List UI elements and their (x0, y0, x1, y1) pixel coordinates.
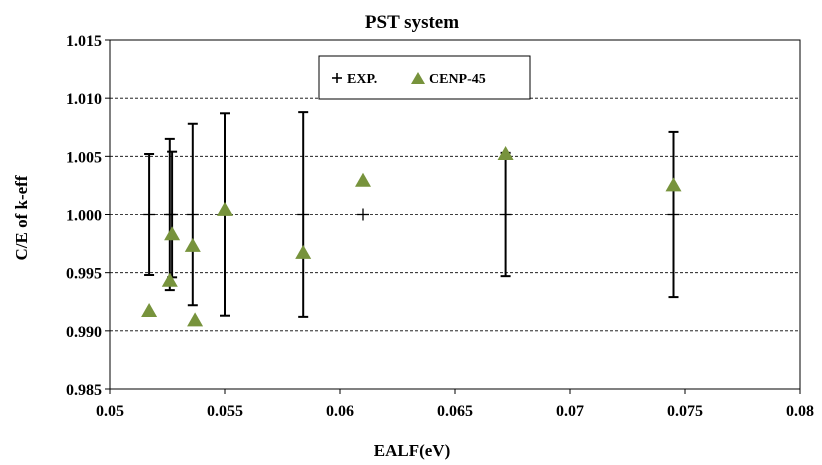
y-tick-label: 1.005 (66, 149, 102, 166)
chart-title: PST system (365, 12, 459, 33)
y-tick-labels: 0.985 0.990 0.995 1.000 1.005 1.010 1.015 (66, 33, 110, 399)
exp-point (499, 151, 512, 278)
y-tick-label: 1.010 (66, 91, 102, 108)
cenp-point (164, 226, 181, 241)
exp-point (357, 208, 369, 221)
cenp-point (355, 172, 371, 187)
cenp-point (295, 244, 312, 259)
exp-point (166, 150, 179, 279)
x-axis-title: EALF(eV) (374, 441, 450, 460)
x-tick-labels: 0.05 0.055 0.06 0.065 0.07 0.075 0.08 (96, 389, 814, 420)
y-tick-label: 1.000 (66, 208, 102, 225)
legend: EXP. CENP-45 (318, 55, 531, 100)
cenp-point (497, 146, 514, 161)
cenp-point (217, 201, 233, 216)
y-tick-label: 0.990 (66, 324, 102, 341)
cenp-point (184, 237, 201, 252)
exp-point (667, 130, 680, 299)
cenp-point (187, 312, 204, 327)
legend-cenp-label: CENP-45 (429, 72, 486, 87)
y-axis-title: C/E of k-eff (12, 175, 31, 260)
cenp-series (141, 146, 682, 327)
x-tick-label: 0.055 (207, 403, 243, 420)
x-tick-label: 0.075 (667, 403, 703, 420)
legend-cenp-marker (411, 72, 425, 84)
legend-exp-label: EXP. (347, 72, 377, 87)
x-tick-label: 0.06 (326, 403, 354, 420)
x-tick-label: 0.08 (786, 403, 814, 420)
cenp-point (665, 177, 682, 192)
y-tick-label: 0.985 (66, 382, 102, 399)
exp-point (143, 153, 156, 276)
x-tick-label: 0.07 (556, 403, 584, 420)
cenp-point (141, 303, 158, 318)
exp-point (186, 122, 199, 307)
exp-point (297, 111, 310, 318)
x-tick-label: 0.05 (96, 403, 124, 420)
legend-exp-marker (332, 73, 342, 83)
y-tick-label: 0.995 (66, 266, 102, 283)
legend-box (318, 55, 531, 100)
grid-lines (110, 97, 800, 332)
cenp-point (161, 272, 178, 287)
y-tick-label: 1.015 (66, 33, 102, 50)
x-tick-label: 0.065 (437, 403, 473, 420)
